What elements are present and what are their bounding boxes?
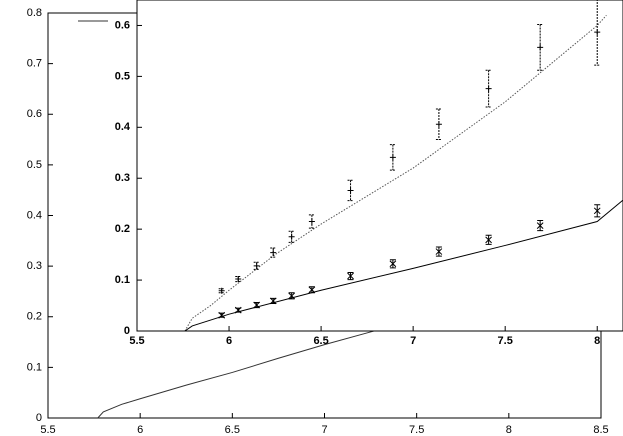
point-marker <box>308 286 316 294</box>
y-tick-label: 0.7 <box>27 58 42 70</box>
point-marker <box>389 260 397 268</box>
y-tick-label: 0.1 <box>115 274 130 286</box>
x-tick-label: 7 <box>321 424 327 436</box>
x-tick-label: 6 <box>137 424 143 436</box>
y-tick-label: 0.1 <box>27 361 42 373</box>
point-marker <box>288 233 295 240</box>
y-tick-label: 0.3 <box>27 260 42 272</box>
point-marker <box>308 218 315 225</box>
x-tick-label: 7.5 <box>498 335 513 347</box>
x-tick-label: 5.5 <box>129 335 144 347</box>
point-marker <box>435 248 443 255</box>
point-marker <box>218 311 226 319</box>
point-marker <box>594 29 601 36</box>
x-tick-label: 6.5 <box>225 424 240 436</box>
point-marker <box>389 154 396 161</box>
y-tick-label: 0.3 <box>115 172 130 184</box>
y-tick-label: 0.5 <box>115 70 130 82</box>
y-tick-label: 0.8 <box>27 7 42 19</box>
x-tick-label: 5.5 <box>40 424 55 436</box>
x-tick-label: 8 <box>506 424 512 436</box>
point-marker <box>347 272 354 280</box>
y-tick-label: 0.4 <box>27 209 42 221</box>
point-marker <box>593 207 601 215</box>
point-marker <box>234 306 242 314</box>
x-tick-label: 7.5 <box>409 424 424 436</box>
y-tick-label: 0.5 <box>27 159 42 171</box>
point-marker <box>235 276 242 283</box>
y-tick-label: 0 <box>124 325 130 337</box>
x-tick-label: 6.5 <box>313 335 328 347</box>
point-marker <box>536 222 544 229</box>
y-tick-label: 0.6 <box>115 19 130 31</box>
x-tick-label: 8 <box>594 335 600 347</box>
error-bar <box>288 230 295 243</box>
inset-frame <box>136 0 623 332</box>
point-marker <box>218 287 225 294</box>
y-tick-label: 0.4 <box>115 121 131 133</box>
point-marker <box>269 297 277 305</box>
x-tick-label: 7 <box>410 335 416 347</box>
point-marker <box>485 85 492 92</box>
point-marker <box>485 236 492 244</box>
y-tick-label: 0 <box>36 412 42 424</box>
series-line <box>184 199 623 331</box>
x-tick-label: 8.5 <box>593 424 608 436</box>
y-tick-label: 0.6 <box>27 108 42 120</box>
point-marker <box>537 44 544 51</box>
y-tick-label: 0.2 <box>27 311 42 323</box>
y-tick-label: 0.2 <box>115 223 130 235</box>
point-marker <box>435 121 442 128</box>
point-marker <box>253 301 261 309</box>
point-marker <box>270 249 277 256</box>
inset-plot: 0 0.1 0.2 0.3 0.4 0.5 0.6 5.5 6 6.5 7 7.5 8 <box>115 0 623 347</box>
point-marker <box>253 262 260 269</box>
series-layer <box>184 0 623 331</box>
point-marker <box>347 187 354 194</box>
x-tick-label: 6 <box>226 335 232 347</box>
point-marker <box>288 292 295 300</box>
main-plot: 0 0.1 0.2 0.3 0.4 0.5 0.6 0.7 0.8 5.5 6 6.5 7 7.5 8 8.5 <box>27 7 609 436</box>
